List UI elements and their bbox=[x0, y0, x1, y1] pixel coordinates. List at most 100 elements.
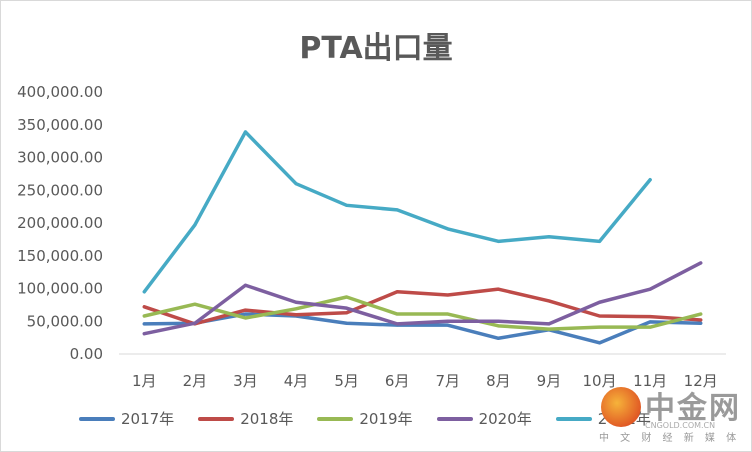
data-point bbox=[598, 300, 602, 304]
series-line-2021年 bbox=[142, 130, 652, 294]
x-tick-label: 12月 bbox=[684, 372, 718, 390]
y-tick-label: 50,000.00 bbox=[27, 312, 103, 330]
data-point bbox=[294, 307, 298, 311]
x-tick-label: 9月 bbox=[537, 372, 562, 390]
data-point bbox=[243, 308, 247, 312]
data-point bbox=[547, 322, 551, 326]
legend-label: 2018年 bbox=[240, 410, 294, 428]
data-point bbox=[648, 315, 652, 319]
legend-swatch bbox=[79, 416, 115, 421]
data-point bbox=[345, 321, 349, 325]
data-point bbox=[395, 208, 399, 212]
x-tick-label: 3月 bbox=[233, 372, 258, 390]
data-point bbox=[496, 336, 500, 340]
data-point bbox=[142, 305, 146, 309]
y-tick-label: 250,000.00 bbox=[17, 181, 103, 199]
data-point bbox=[395, 312, 399, 316]
y-tick-label: 400,000.00 bbox=[17, 83, 103, 101]
y-tick-label: 100,000.00 bbox=[17, 280, 103, 298]
data-point bbox=[243, 283, 247, 287]
cngold-logo-icon bbox=[601, 387, 641, 427]
data-point bbox=[547, 327, 551, 331]
watermark: 中金网 CNGOLD.COM.CN 中 文 财 经 新 媒 体 bbox=[599, 383, 749, 449]
series-line-2018年 bbox=[142, 287, 703, 326]
watermark-tagline: 中 文 财 经 新 媒 体 bbox=[599, 433, 741, 444]
legend-item: 2017年 bbox=[79, 408, 174, 429]
data-point bbox=[598, 239, 602, 243]
legend-swatch bbox=[317, 416, 354, 421]
data-point bbox=[345, 203, 349, 207]
data-point bbox=[648, 287, 652, 291]
chart-title: PTA出口量 bbox=[299, 31, 453, 66]
data-point bbox=[547, 235, 551, 239]
data-point bbox=[243, 312, 247, 316]
data-point bbox=[345, 295, 349, 299]
x-tick-label: 11月 bbox=[633, 372, 667, 390]
legend-label: 2019年 bbox=[359, 410, 413, 428]
series-line-2020年 bbox=[142, 261, 703, 336]
x-tick-label: 8月 bbox=[486, 372, 511, 390]
x-tick-label: 5月 bbox=[334, 372, 359, 390]
x-tick-label: 10月 bbox=[582, 372, 616, 390]
data-point bbox=[496, 319, 500, 323]
x-tick-label: 7月 bbox=[436, 372, 461, 390]
y-tick-label: 150,000.00 bbox=[17, 247, 103, 265]
y-tick-label: 300,000.00 bbox=[17, 149, 103, 167]
legend-label: 2017年 bbox=[121, 410, 175, 428]
data-point bbox=[142, 314, 146, 318]
data-point bbox=[142, 322, 146, 326]
data-point bbox=[345, 306, 349, 310]
x-tick-label: 6月 bbox=[385, 372, 410, 390]
data-point bbox=[193, 302, 197, 306]
legend-swatch bbox=[436, 416, 473, 421]
data-point bbox=[598, 314, 602, 318]
data-point bbox=[193, 321, 197, 325]
data-point bbox=[446, 312, 450, 316]
data-point bbox=[699, 312, 703, 316]
x-tick-label: 4月 bbox=[284, 372, 309, 390]
legend-item: 2019年 bbox=[317, 408, 413, 429]
legend-item: 2020年 bbox=[436, 408, 532, 429]
x-tick-label: 1月 bbox=[132, 372, 157, 390]
watermark-url: CNGOLD.COM.CN bbox=[645, 421, 716, 430]
y-tick-label: 0.00 bbox=[70, 345, 103, 363]
data-point bbox=[142, 332, 146, 336]
data-point bbox=[446, 227, 450, 231]
data-point bbox=[294, 313, 298, 317]
data-point bbox=[699, 321, 703, 325]
y-tick-label: 200,000.00 bbox=[17, 214, 103, 232]
data-point bbox=[446, 319, 450, 323]
data-point bbox=[648, 178, 652, 182]
data-point bbox=[243, 130, 247, 134]
watermark-name: 中金网 bbox=[645, 391, 741, 426]
legend: 2017年2018年2019年2020年2021年 bbox=[79, 408, 651, 429]
y-tick-label: 350,000.00 bbox=[17, 116, 103, 134]
data-point bbox=[496, 324, 500, 328]
data-point bbox=[345, 311, 349, 315]
data-point bbox=[648, 325, 652, 329]
data-point bbox=[395, 290, 399, 294]
legend-swatch bbox=[198, 416, 235, 421]
data-point bbox=[446, 323, 450, 327]
data-point bbox=[496, 287, 500, 291]
data-point bbox=[496, 239, 500, 243]
data-point bbox=[699, 261, 703, 265]
data-point bbox=[193, 223, 197, 227]
legend-item: 2018年 bbox=[198, 408, 293, 429]
data-point bbox=[547, 299, 551, 303]
x-tick-label: 2月 bbox=[183, 372, 208, 390]
data-point bbox=[294, 182, 298, 186]
series-line-2019年 bbox=[142, 295, 703, 331]
legend-label: 2020年 bbox=[478, 410, 532, 428]
data-point bbox=[446, 293, 450, 297]
legend-swatch bbox=[555, 416, 592, 421]
data-point bbox=[598, 325, 602, 329]
data-point bbox=[243, 316, 247, 320]
data-point bbox=[142, 290, 146, 294]
data-point bbox=[294, 300, 298, 304]
data-point bbox=[699, 318, 703, 322]
data-point bbox=[598, 341, 602, 345]
data-point bbox=[395, 322, 399, 326]
